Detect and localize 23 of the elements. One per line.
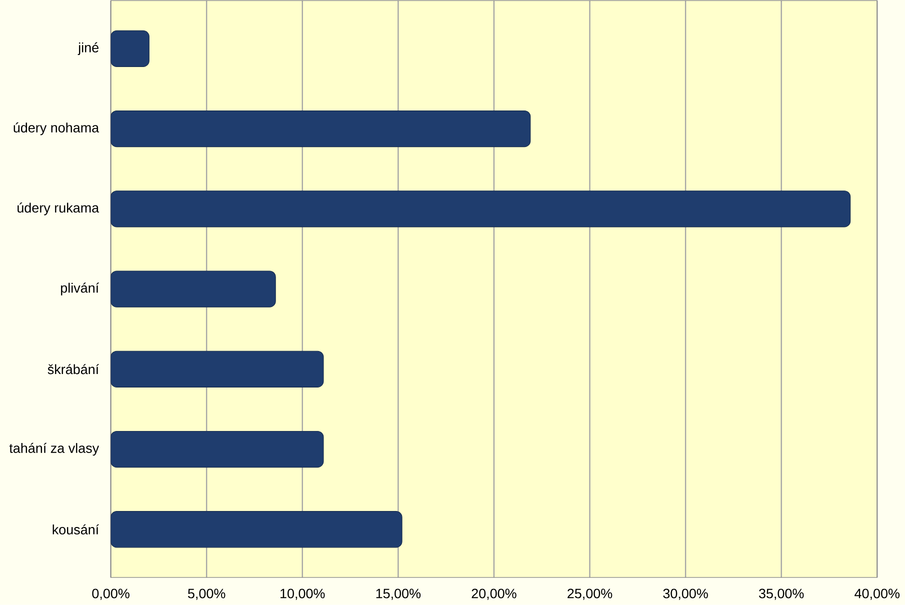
bar [110,431,324,468]
x-tick-label: 25,00% [568,588,612,600]
x-tick-label: 20,00% [472,588,516,600]
y-tick-label: škrábání [48,364,100,374]
bar [110,30,150,68]
bar [110,511,402,548]
x-tick-label: 30,00% [663,588,708,600]
x-tick-label: 15,00% [376,588,421,600]
x-tick-label: 0,00% [92,588,130,600]
x-tick-label: 40,00% [854,588,900,600]
y-tick-label: plivání [60,282,100,296]
y-tick-label: kousání [52,524,100,534]
bar [110,270,276,308]
y-tick-label: tahání za vlasy [9,442,100,456]
bar [110,110,531,148]
x-tick-label: 35,00% [759,588,804,600]
x-tick-label: 5,00% [188,588,226,600]
y-tick-label: údery rukama [18,202,100,216]
x-tick-label: 10,00% [280,588,325,600]
y-tick-label: údery nohama [14,122,100,136]
bar [110,350,324,388]
bar [110,190,851,228]
y-tick-label: jiné [78,42,99,56]
